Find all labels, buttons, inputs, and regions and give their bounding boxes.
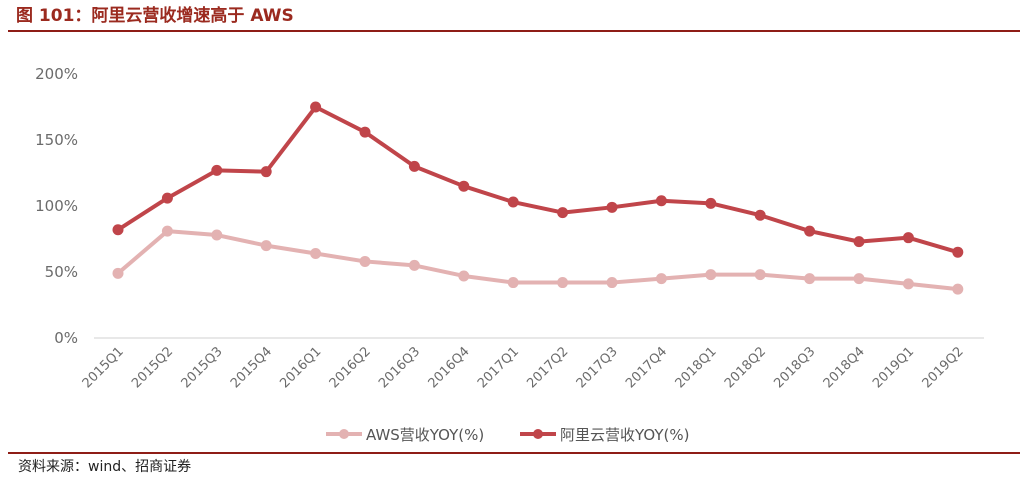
bottom-divider [8,452,1020,454]
data-point [902,278,914,290]
data-point [754,269,766,281]
data-point [853,236,865,248]
data-point [804,273,816,285]
y-tick-label: 100% [35,197,78,215]
data-point [310,101,322,113]
x-tick-label: 2016Q1 [277,344,324,391]
y-tick-label: 0% [54,329,78,347]
top-divider [8,30,1020,32]
series-aws [112,225,964,295]
line-chart: 0% 50% 100% 150% 200% 2015Q1 2015Q2 2015Q3 2015… [35,65,984,444]
x-tick-label: 2019Q1 [870,344,917,391]
data-point [952,246,964,258]
figure-title: 图 101：阿里云营收增速高于 AWS [16,6,294,26]
x-tick-label: 2018Q4 [821,344,868,391]
data-point [359,126,371,138]
legend-swatch-marker [339,429,349,439]
data-point [507,196,519,208]
data-point [260,166,272,178]
data-point [952,283,964,295]
data-point [310,248,322,260]
x-tick-label: 2017Q2 [524,344,571,391]
x-tick-label: 2016Q2 [327,344,374,391]
legend-label: 阿里云营收YOY(%) [560,426,689,444]
x-tick-label: 2015Q3 [179,344,226,391]
data-point [606,277,618,289]
x-tick-label: 2016Q3 [376,344,423,391]
data-point [655,273,667,285]
data-point [359,255,371,267]
x-axis-ticks: 2015Q1 2015Q2 2015Q3 2015Q4 2016Q1 2016Q2 2016… [80,344,967,391]
x-tick-label: 2017Q3 [574,344,621,391]
data-point [507,277,519,289]
data-point [705,269,717,281]
data-point [557,277,569,289]
data-point [408,259,420,271]
data-point [655,195,667,207]
data-point [211,229,223,241]
data-point [112,224,124,236]
y-tick-label: 200% [35,65,78,83]
x-tick-label: 2019Q2 [920,344,967,391]
data-point [161,225,173,237]
series-line [116,229,959,292]
series-aliyun [112,101,964,258]
x-tick-label: 2015Q4 [228,344,275,391]
legend-label: AWS营收YOY(%) [366,426,484,444]
x-tick-label: 2015Q1 [80,344,127,391]
data-point [754,209,766,221]
data-point [705,197,717,209]
legend: AWS营收YOY(%) 阿里云营收YOY(%) [326,426,689,444]
y-axis-ticks: 0% 50% 100% 150% 200% [35,65,78,347]
data-point [458,180,470,192]
data-point [853,273,865,285]
x-tick-label: 2015Q2 [129,344,176,391]
y-tick-label: 150% [35,131,78,149]
legend-swatch-marker [533,429,543,439]
series-layer [112,101,964,295]
data-point [458,270,470,282]
data-point [408,160,420,172]
data-point [260,240,272,252]
data-point [112,267,124,279]
x-tick-label: 2017Q4 [623,344,670,391]
x-tick-label: 2018Q2 [722,344,769,391]
data-point [902,232,914,244]
data-point [804,225,816,237]
legend-item: 阿里云营收YOY(%) [520,426,689,444]
x-tick-label: 2018Q1 [673,344,720,391]
x-tick-label: 2018Q3 [771,344,818,391]
data-point [161,192,173,204]
data-point [557,207,569,219]
y-tick-label: 50% [45,263,78,281]
x-tick-label: 2016Q4 [426,344,473,391]
series-line [116,105,959,255]
source-note: 资料来源：wind、招商证券 [18,459,192,475]
data-point [211,164,223,176]
x-tick-label: 2017Q1 [475,344,522,391]
legend-item: AWS营收YOY(%) [326,426,484,444]
data-point [606,201,618,213]
